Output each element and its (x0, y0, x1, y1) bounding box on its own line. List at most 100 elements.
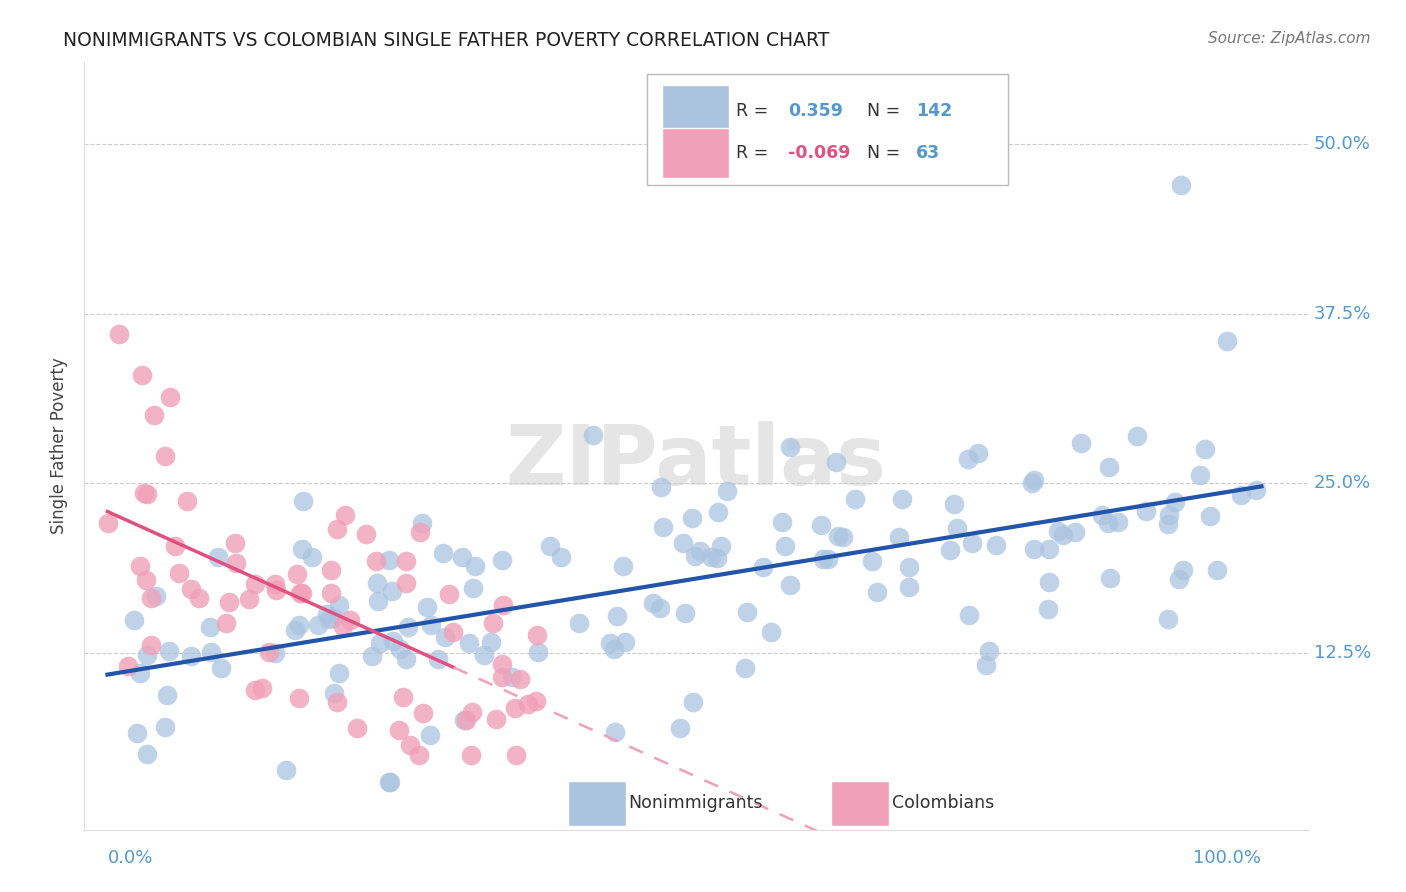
Point (567, 615, 589, 630)
Point (460, 747, 482, 762)
Point (699, 549, 721, 564)
Point (264, 646, 287, 660)
Point (409, 525, 432, 540)
Point (668, 722, 690, 736)
Point (394, 576, 416, 591)
Point (706, 505, 728, 519)
Point (323, 685, 346, 699)
Point (135, 573, 157, 587)
Point (328, 598, 350, 612)
Point (321, 585, 343, 599)
Point (1159, 508, 1181, 522)
Point (129, 666, 152, 681)
Point (1024, 542, 1046, 557)
Text: NONIMMIGRANTS VS COLOMBIAN SINGLE FATHER POVERTY CORRELATION CHART: NONIMMIGRANTS VS COLOMBIAN SINGLE FATHER… (63, 31, 830, 50)
Point (682, 695, 704, 709)
Point (396, 620, 419, 634)
Point (437, 587, 460, 601)
Point (482, 615, 505, 630)
Point (453, 713, 475, 727)
Point (198, 620, 221, 634)
Point (1097, 516, 1119, 531)
Point (301, 549, 323, 564)
Text: 12.5%: 12.5% (1313, 644, 1371, 662)
Point (943, 497, 966, 511)
Point (276, 763, 298, 777)
Point (200, 645, 222, 659)
Point (176, 493, 198, 508)
Point (167, 566, 190, 580)
Point (1098, 460, 1121, 475)
Point (288, 585, 311, 599)
FancyBboxPatch shape (662, 128, 728, 178)
Text: N =: N = (868, 102, 900, 120)
Point (897, 580, 920, 594)
Point (135, 747, 157, 761)
Point (243, 683, 266, 698)
Point (706, 550, 728, 565)
Point (735, 605, 758, 619)
Point (1244, 483, 1267, 497)
Text: Colombians: Colombians (891, 795, 994, 813)
Point (946, 521, 969, 535)
Point (399, 738, 422, 752)
Y-axis label: Single Father Poverty: Single Father Poverty (51, 358, 69, 534)
Point (218, 595, 240, 609)
Point (288, 617, 311, 632)
Point (145, 589, 167, 603)
Point (491, 657, 513, 671)
Point (1038, 541, 1060, 556)
Point (1194, 442, 1216, 457)
Point (897, 560, 920, 574)
Point (1189, 468, 1212, 483)
Point (509, 673, 531, 687)
Point (367, 594, 389, 608)
Text: 0.0%: 0.0% (107, 849, 153, 867)
Point (458, 636, 481, 650)
Point (388, 723, 411, 737)
Point (887, 530, 910, 544)
Point (526, 628, 548, 642)
Text: 37.5%: 37.5% (1313, 305, 1371, 323)
Point (153, 449, 176, 463)
Text: 100.0%: 100.0% (1194, 849, 1261, 867)
Text: -0.069: -0.069 (787, 144, 851, 162)
Point (581, 428, 603, 442)
Point (752, 560, 775, 574)
FancyBboxPatch shape (662, 86, 728, 136)
Point (180, 648, 202, 663)
Point (550, 549, 572, 564)
Point (433, 630, 456, 644)
Point (599, 636, 621, 650)
Point (759, 625, 782, 640)
Point (650, 601, 672, 615)
Point (408, 747, 430, 762)
FancyBboxPatch shape (568, 781, 626, 826)
Text: R =: R = (737, 102, 769, 120)
Point (685, 549, 707, 563)
Point (773, 539, 796, 553)
Point (215, 616, 238, 631)
Point (156, 688, 179, 702)
Point (427, 652, 450, 666)
Point (224, 535, 246, 549)
Point (291, 585, 314, 599)
Point (891, 491, 914, 506)
Point (432, 546, 454, 560)
Point (333, 508, 356, 523)
Point (603, 641, 626, 656)
Point (1157, 516, 1180, 531)
Point (456, 713, 478, 727)
Point (501, 670, 523, 684)
Point (538, 540, 561, 554)
Point (673, 606, 696, 620)
Point (315, 607, 337, 622)
Point (734, 660, 756, 674)
Point (366, 576, 388, 591)
Point (225, 556, 247, 570)
Point (1046, 524, 1069, 538)
Point (328, 666, 350, 681)
Point (516, 697, 538, 711)
Point (652, 520, 675, 534)
Point (824, 455, 846, 469)
